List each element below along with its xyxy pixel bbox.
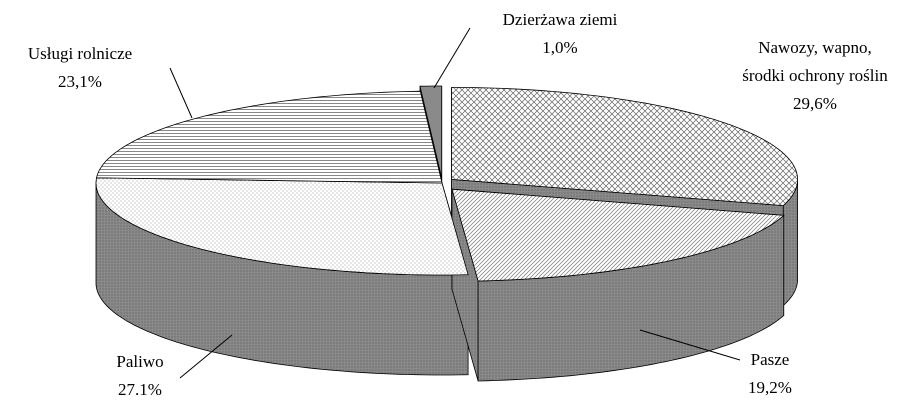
value-label: 19,2% bbox=[748, 378, 792, 397]
slice-label: Nawozy, wapno, środki ochrony roślin 29,6… bbox=[735, 34, 895, 118]
slice-label: Dzierżawa ziemi 1,0% bbox=[470, 6, 650, 62]
slice bbox=[95, 177, 469, 276]
slice-label: Pasze 19,2% bbox=[720, 346, 820, 402]
slice-label: Paliwo 27.1% bbox=[80, 348, 200, 404]
leader-line bbox=[169, 67, 193, 119]
value-label: 23,1% bbox=[58, 72, 102, 91]
leader-line bbox=[433, 27, 471, 89]
leader-line bbox=[179, 334, 233, 379]
slice-label: Usługi rolnicze 23,1% bbox=[0, 40, 160, 96]
category-label: Paliwo bbox=[116, 352, 164, 371]
value-label: 1,0% bbox=[542, 38, 578, 57]
category-label: Pasze bbox=[750, 350, 790, 369]
slice bbox=[451, 188, 785, 282]
category-label: Usługi rolnicze bbox=[27, 44, 133, 63]
value-label: 29,6% bbox=[793, 94, 837, 113]
slice bbox=[96, 90, 443, 184]
leader-line bbox=[639, 329, 741, 361]
category-label: Dzierżawa ziemi bbox=[502, 10, 618, 29]
leader-lines bbox=[169, 27, 741, 379]
slice bbox=[451, 87, 798, 207]
category-label: Nawozy, wapno, środki ochrony roślin bbox=[742, 38, 888, 85]
slice bbox=[419, 85, 443, 179]
value-label: 27.1% bbox=[118, 380, 162, 399]
